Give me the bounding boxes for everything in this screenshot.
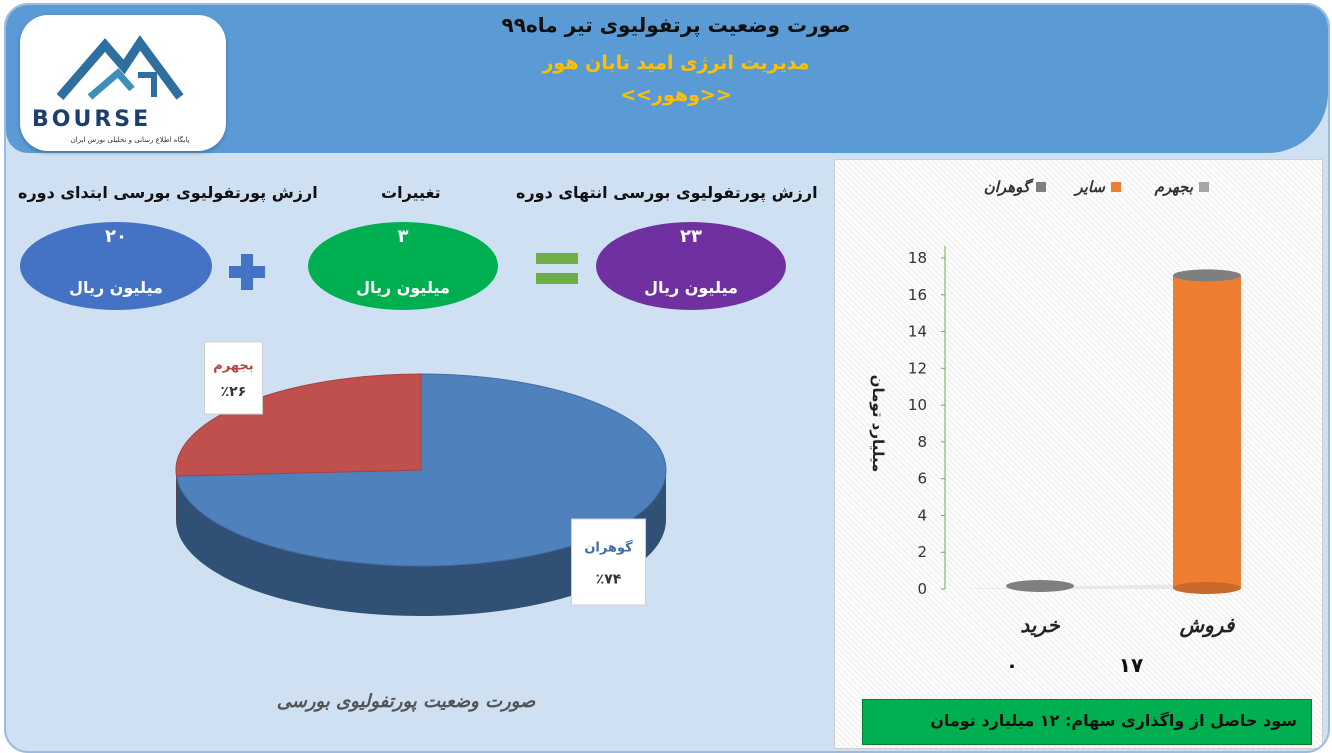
- bar-top: [1006, 580, 1074, 592]
- pie-label-box: [571, 518, 647, 606]
- y-tick-label: 16: [908, 286, 927, 304]
- bar-فروش: [1173, 269, 1241, 594]
- header-band: BOURSE پایگاه اطلاع رسانی و تحلیلی بورس …: [6, 5, 1328, 153]
- bar-خرید: [1006, 580, 1074, 592]
- change-unit: میلیون ریال: [356, 278, 450, 297]
- pie-label-percent: ٪۷۴: [596, 572, 622, 588]
- x-category-label: خرید: [1020, 613, 1060, 638]
- x-category-value: ۱۷: [1119, 653, 1143, 677]
- legend-swatch: [1199, 182, 1209, 192]
- pie-label-name: بجهرم: [213, 358, 253, 373]
- bar-base: [1173, 582, 1241, 594]
- pie-label-بجهرم: بجهرم ٪۲۶: [203, 341, 263, 415]
- y-tick-label: 8: [917, 433, 927, 451]
- page-title: صورت وضعیت پرتفولیوی تیر ماه۹۹: [501, 13, 851, 37]
- pie-label-گوهران: گوهران ٪۷۴: [571, 518, 647, 606]
- pie-label-percent: ٪۲۶: [221, 384, 247, 400]
- plus-icon: [226, 252, 266, 292]
- bar-top: [1173, 269, 1241, 282]
- legend-item-بجهرم: بجهرم: [1154, 178, 1209, 196]
- y-axis-title: میلیارد تومان: [869, 375, 887, 473]
- y-tick-label: 6: [917, 470, 927, 488]
- x-category-label: فروش: [1179, 613, 1236, 638]
- company-symbol: <<وهور>>: [620, 84, 732, 106]
- company-name: مدیریت انرژی امید تابان هور: [542, 52, 810, 74]
- equals-icon: [536, 251, 580, 287]
- y-tick-label: 4: [917, 506, 927, 524]
- y-tick-label: 2: [917, 543, 927, 561]
- legend-label: گوهران: [984, 178, 1034, 196]
- y-tick-label: 0: [917, 580, 927, 598]
- y-tick-label: 14: [908, 323, 927, 341]
- start-value: ۲۰: [105, 226, 127, 247]
- portfolio-pie-chart: گوهران ٪۷۴ بجهرم ٪۲۶: [175, 341, 667, 616]
- pie-side-گوهران: [176, 470, 666, 616]
- legend-label: سایر: [1073, 178, 1106, 196]
- end-value: ۲۳: [680, 226, 702, 247]
- legend-label: بجهرم: [1154, 178, 1194, 196]
- end-value-label: ارزش پورتفولیوی بورسی انتهای دوره: [516, 183, 818, 202]
- trades-bar-chart: بجهرم سایر گوهران 0 2 4 6 8 10 12 14 16 18 میلیارد تو…: [869, 178, 1241, 677]
- pie-label-box: [203, 341, 263, 415]
- y-tick-label: 18: [908, 249, 927, 267]
- legend-swatch: [1111, 182, 1121, 192]
- change-label: تغییرات: [381, 183, 441, 202]
- change-value: ۳: [397, 226, 409, 247]
- start-value-label: ارزش پورتفولیوی بورسی ابتدای دوره: [18, 183, 318, 202]
- pie-chart-title: صورت وضعیت پورتفولیوی بورسی: [276, 691, 536, 712]
- trades-chart-panel: بجهرم سایر گوهران 0 2 4 6 8 10 12 14 16 18 میلیارد تو…: [834, 159, 1323, 749]
- logo-wordmark: BOURSE: [32, 107, 152, 132]
- legend-item-سایر: سایر: [1073, 178, 1121, 196]
- pie-label-name: گوهران: [584, 540, 633, 556]
- start-value-ellipse: ۲۰ میلیون ریال: [20, 222, 212, 310]
- end-value-ellipse: ۲۳ میلیون ریال: [596, 222, 786, 310]
- end-unit: میلیون ریال: [644, 278, 738, 297]
- profit-summary-box: سود حاصل از واگذاری سهام: ۱۲ میلیارد توم…: [862, 699, 1312, 745]
- bourse-logo: BOURSE پایگاه اطلاع رسانی و تحلیلی بورس …: [20, 15, 226, 151]
- start-unit: میلیون ریال: [69, 278, 163, 297]
- legend-item-گوهران: گوهران: [984, 178, 1046, 196]
- legend-swatch: [1036, 182, 1046, 192]
- change-ellipse: ۳ میلیون ریال: [308, 222, 498, 310]
- x-category-value: ۰: [1006, 653, 1018, 677]
- profit-summary-text: سود حاصل از واگذاری سهام: ۱۲ میلیارد توم…: [930, 711, 1297, 730]
- logo-tagline: پایگاه اطلاع رسانی و تحلیلی بورس ایران: [70, 136, 190, 144]
- bar-body: [1173, 275, 1241, 588]
- y-tick-label: 12: [908, 359, 927, 377]
- slide-frame: BOURSE پایگاه اطلاع رسانی و تحلیلی بورس …: [4, 3, 1330, 753]
- logo-mark-icon: [56, 35, 184, 100]
- y-tick-label: 10: [908, 396, 927, 414]
